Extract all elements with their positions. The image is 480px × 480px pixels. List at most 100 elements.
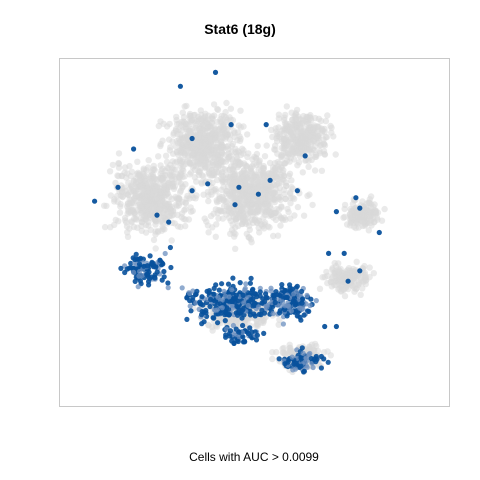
- active-cell-point: [208, 296, 214, 303]
- background-cell-point: [261, 153, 269, 160]
- background-cell-point: [233, 149, 240, 157]
- background-cell-point: [330, 269, 337, 277]
- active-cells: [92, 69, 382, 375]
- active-cell-point: [230, 322, 236, 329]
- background-cell-point: [319, 127, 326, 135]
- background-cell-point: [253, 155, 260, 162]
- background-cell-point: [283, 179, 290, 186]
- background-cell-point: [226, 166, 233, 173]
- active-cell-point: [333, 209, 339, 215]
- background-cell-point: [232, 245, 239, 252]
- active-cell-point: [128, 260, 134, 266]
- background-cell-point: [197, 149, 204, 156]
- background-cell-point: [353, 219, 361, 226]
- active-cell-point: [213, 282, 219, 288]
- background-cell-point: [115, 218, 122, 225]
- background-cell-point: [208, 141, 215, 148]
- background-cell-point: [200, 173, 207, 180]
- chart-title: Stat6 (18g): [204, 21, 276, 37]
- background-cell-point: [237, 107, 244, 114]
- background-cell-point: [306, 147, 313, 154]
- background-cell-point: [164, 208, 171, 215]
- active-cell-point: [137, 278, 143, 284]
- background-cell-point: [275, 321, 282, 328]
- active-cell-point: [257, 289, 263, 295]
- background-cell-point: [288, 122, 295, 129]
- background-cell-point: [281, 214, 288, 221]
- background-cell-point: [168, 237, 175, 244]
- active-cell-point: [282, 288, 288, 294]
- background-cell-point: [309, 201, 316, 209]
- background-cell-point: [287, 136, 294, 143]
- background-cell-point: [193, 178, 200, 185]
- background-cell-point: [254, 198, 261, 205]
- active-cell-point: [162, 250, 168, 257]
- active-cell-point: [215, 320, 221, 326]
- active-cell-point: [272, 299, 278, 306]
- background-cell-point: [216, 195, 224, 202]
- active-cell-point: [253, 337, 260, 343]
- background-cell-point: [137, 204, 144, 211]
- background-cell-point: [144, 184, 152, 192]
- active-cell-point: [184, 295, 190, 301]
- active-cell-point: [290, 298, 296, 304]
- background-cell-point: [218, 123, 225, 130]
- active-cell-point: [251, 302, 257, 308]
- background-cell-point: [378, 217, 386, 224]
- active-cell-point: [205, 181, 211, 187]
- background-cell-point: [284, 205, 291, 213]
- active-cell-point: [227, 333, 233, 339]
- active-cell-point: [240, 292, 246, 298]
- background-cell-point: [199, 156, 206, 163]
- background-cell-point: [157, 140, 164, 148]
- active-cell-point: [296, 293, 302, 299]
- plot-frame: [59, 58, 450, 407]
- background-cell-point: [228, 142, 235, 150]
- active-cell-point: [222, 293, 228, 299]
- background-cell-point: [166, 170, 174, 178]
- active-cell-point: [299, 288, 305, 294]
- background-cell-point: [132, 187, 140, 195]
- background-cell-point: [277, 222, 284, 229]
- active-cell-point: [217, 301, 223, 307]
- background-cell-point: [148, 207, 156, 214]
- active-cell-point: [229, 287, 235, 293]
- background-cell-point: [347, 270, 355, 277]
- active-cell-point: [297, 305, 303, 311]
- background-cell-point: [187, 118, 194, 125]
- background-cell-point: [248, 170, 255, 177]
- background-cell-point: [205, 169, 212, 176]
- background-cell-point: [270, 214, 277, 221]
- background-cell-point: [142, 229, 150, 236]
- background-cell-point: [328, 129, 335, 136]
- background-cell-point: [205, 192, 212, 199]
- background-cell-point: [289, 185, 296, 192]
- active-cell-point: [226, 294, 232, 300]
- background-cell-point: [316, 285, 324, 292]
- background-cell-point: [141, 213, 148, 220]
- background-cell-point: [185, 216, 193, 223]
- active-cell-point: [301, 312, 307, 318]
- background-cell-point: [248, 239, 255, 246]
- background-cell-point: [305, 163, 312, 170]
- active-cell-point: [136, 261, 143, 267]
- active-cell-point: [223, 310, 229, 316]
- background-cell-point: [203, 127, 210, 135]
- background-cell-point: [205, 148, 212, 156]
- active-cell-point: [214, 307, 221, 313]
- background-cell-point: [162, 152, 170, 159]
- background-cell-point: [158, 217, 165, 225]
- background-cell-point: [267, 205, 275, 212]
- active-cell-point: [302, 153, 308, 159]
- background-cell-point: [332, 151, 339, 158]
- active-cell-point: [264, 295, 270, 301]
- active-cell-point: [206, 288, 212, 294]
- active-cell-point: [245, 302, 251, 309]
- active-cell-point: [154, 269, 160, 275]
- background-cell-point: [218, 144, 226, 151]
- background-cell-point: [318, 167, 326, 174]
- background-cell-point: [159, 176, 166, 183]
- background-cell-point: [357, 291, 364, 298]
- background-cell-point: [280, 186, 288, 193]
- background-cell-point: [136, 171, 143, 179]
